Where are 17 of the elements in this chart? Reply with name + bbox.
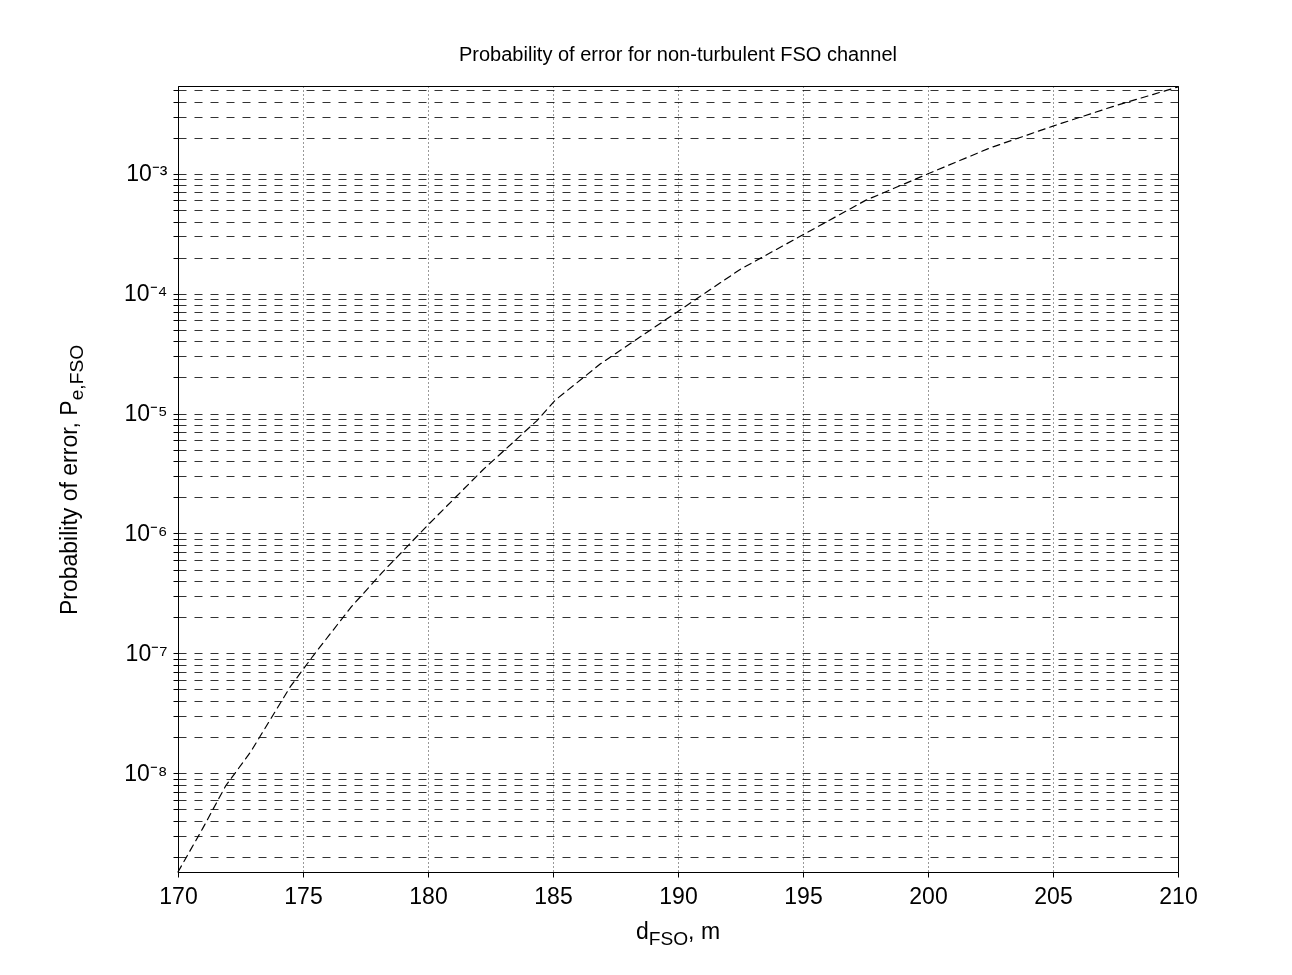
y-tick-label: 10⁻⁵ [124,400,168,427]
x-tick-label: 185 [534,882,573,909]
y-tick-label: 10⁻³ [126,160,168,187]
y-tick-label: 10⁻⁶ [124,519,168,546]
x-tick-label: 190 [659,882,698,909]
chart-title: Probability of error for non-turbulent FSO channel [459,43,897,66]
x-tick-label: 205 [1034,882,1073,909]
y-tick-label: 10⁻⁴ [124,280,168,307]
y-tick-label: 10⁻⁸ [124,759,168,786]
x-tick-label: 175 [284,882,323,909]
x-tick-label: 180 [409,882,448,909]
x-tick-label: 210 [1159,882,1198,909]
y-tick-label: 10⁻⁷ [125,639,168,666]
x-tick-label: 200 [909,882,948,909]
x-tick-label: 170 [159,882,198,909]
x-tick-label: 195 [784,882,823,909]
x-axis-title: d$_{FSO}$, m [635,918,721,950]
